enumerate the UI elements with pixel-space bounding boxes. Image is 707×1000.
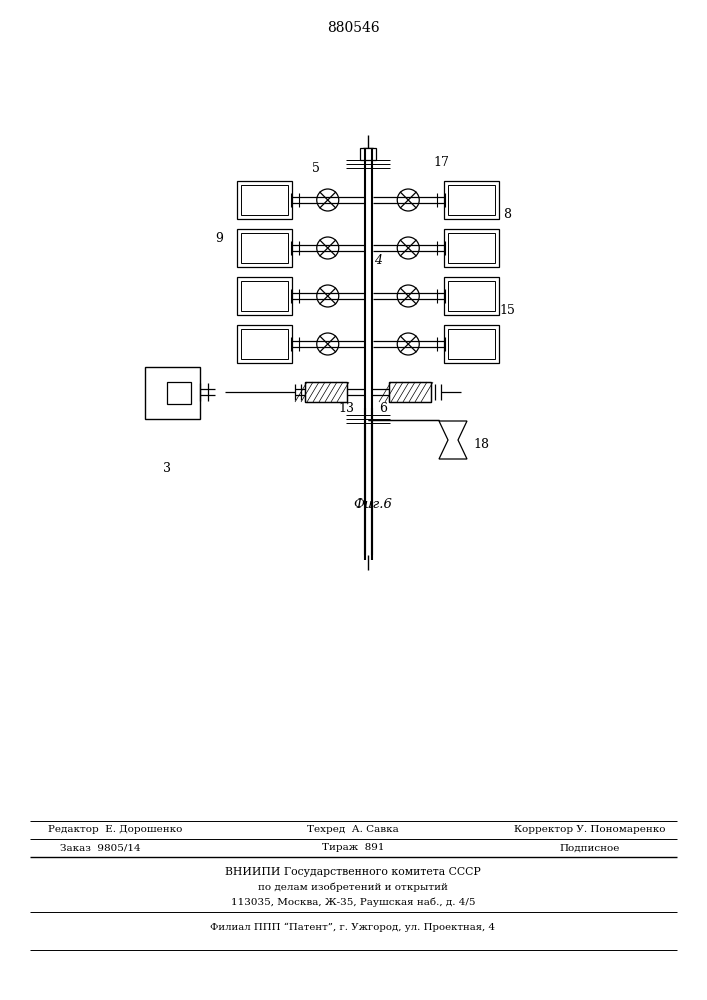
Text: Редактор  Е. Дорошенко: Редактор Е. Дорошенко xyxy=(48,826,182,834)
Bar xyxy=(305,382,347,402)
Bar xyxy=(241,233,288,263)
Text: Корректор У. Пономаренко: Корректор У. Пономаренко xyxy=(514,826,666,834)
Text: Техред  А. Савка: Техред А. Савка xyxy=(307,826,399,834)
Text: 9: 9 xyxy=(215,232,223,244)
Bar xyxy=(448,185,495,215)
Text: 13: 13 xyxy=(338,401,354,414)
Bar xyxy=(237,181,292,219)
Bar xyxy=(237,325,292,363)
Text: Подписное: Подписное xyxy=(560,844,620,852)
Text: Заказ  9805/14: Заказ 9805/14 xyxy=(59,844,140,852)
Text: 15: 15 xyxy=(499,304,515,316)
Bar xyxy=(237,277,292,315)
Bar xyxy=(444,325,499,363)
Text: ВНИИПИ Государственного комитета СССР: ВНИИПИ Государственного комитета СССР xyxy=(225,867,481,877)
Text: 5: 5 xyxy=(312,161,320,174)
Bar xyxy=(363,148,373,158)
Bar xyxy=(444,277,499,315)
Bar xyxy=(389,382,431,402)
Bar xyxy=(389,382,431,402)
Bar xyxy=(448,281,495,311)
Bar xyxy=(444,229,499,267)
Polygon shape xyxy=(439,421,467,459)
Text: 6: 6 xyxy=(379,401,387,414)
Bar xyxy=(237,229,292,267)
Bar xyxy=(145,367,200,419)
Bar xyxy=(448,329,495,359)
Text: 4: 4 xyxy=(374,253,382,266)
Bar xyxy=(241,281,288,311)
Text: Фиг.6: Фиг.6 xyxy=(354,498,392,512)
Text: 18: 18 xyxy=(473,438,489,452)
Bar xyxy=(241,185,288,215)
Bar xyxy=(444,181,499,219)
Bar xyxy=(305,382,347,402)
Text: 880546: 880546 xyxy=(327,21,380,35)
Text: Тираж  891: Тираж 891 xyxy=(322,844,384,852)
Bar xyxy=(448,233,495,263)
Text: по делам изобретений и открытий: по делам изобретений и открытий xyxy=(258,882,448,892)
Text: Филиал ППП “Патент”, г. Ужгород, ул. Проектная, 4: Филиал ППП “Патент”, г. Ужгород, ул. Про… xyxy=(211,922,496,932)
Text: 3: 3 xyxy=(163,462,171,475)
Text: 17: 17 xyxy=(433,155,449,168)
Text: 8: 8 xyxy=(503,209,511,222)
Bar xyxy=(241,329,288,359)
Bar xyxy=(167,382,191,404)
Text: 113035, Москва, Ж-35, Раушская наб., д. 4/5: 113035, Москва, Ж-35, Раушская наб., д. … xyxy=(230,897,475,907)
Bar xyxy=(360,148,376,160)
